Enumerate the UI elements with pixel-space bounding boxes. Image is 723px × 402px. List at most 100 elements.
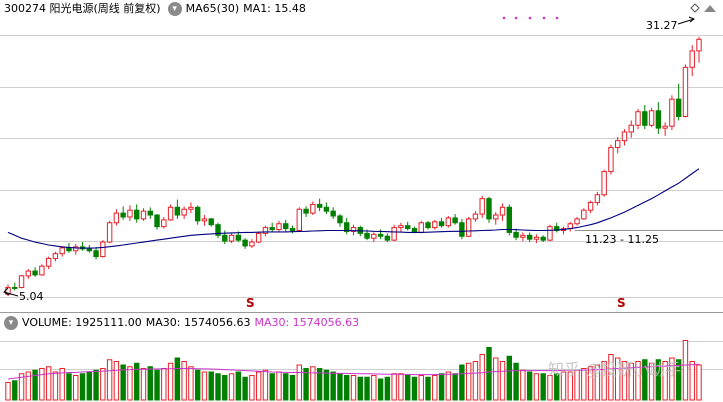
price-header: 300274 阳光电源(周线 前复权) ▾ MA65(30) MA1: 15.48 — [4, 1, 310, 17]
candle-body — [45, 257, 52, 267]
candle-body — [303, 208, 309, 214]
candle-body — [547, 226, 553, 241]
volume-bar — [303, 368, 309, 401]
candle-body — [486, 198, 492, 220]
volume-bar — [323, 369, 330, 401]
volume-ma-label: MA30: 1574056.63 — [145, 316, 251, 329]
volume-bar — [533, 373, 540, 401]
volume-bar — [696, 364, 702, 401]
volume-bar — [648, 362, 655, 401]
volume-bar — [608, 354, 614, 401]
candle-body — [323, 206, 330, 212]
candle-body — [222, 234, 228, 242]
volume-dropdown-icon[interactable]: ▾ — [4, 316, 18, 330]
volume-bar — [513, 362, 519, 401]
volume-bar — [364, 376, 370, 401]
volume-bar — [682, 340, 689, 401]
candle-body — [147, 210, 153, 216]
candle-body — [371, 233, 377, 239]
volume-bar — [39, 368, 45, 401]
candle-body — [283, 223, 289, 230]
title-dropdown-icon[interactable]: ▾ — [167, 2, 182, 16]
volume-bar — [147, 366, 153, 401]
volume-bar — [594, 364, 601, 401]
candle-body — [391, 227, 397, 241]
candle-body — [465, 218, 472, 237]
candle-body — [689, 50, 695, 68]
candle-body — [39, 265, 45, 276]
candle-body — [25, 270, 32, 277]
candle-body — [574, 218, 580, 225]
candle-body — [669, 98, 675, 127]
volume-bar — [12, 380, 18, 401]
candle-body — [445, 217, 452, 227]
volume-bar — [120, 364, 126, 401]
signal-mark[interactable]: S — [246, 296, 255, 310]
volume-bar — [526, 371, 533, 401]
volume-bar — [675, 359, 682, 401]
volume-bar — [398, 373, 404, 401]
volume-bar — [655, 359, 662, 401]
candle-body — [235, 234, 242, 241]
volume-bar — [113, 361, 120, 401]
candle-body — [642, 111, 648, 126]
high-arrow — [677, 16, 696, 25]
candle-body — [601, 171, 607, 196]
volume-bar — [540, 373, 546, 401]
candle-body — [276, 223, 282, 231]
volume-bar — [371, 375, 377, 401]
volume-label: VOLUME: 1925111.00 — [22, 316, 142, 329]
high-price-label: 31.27 — [646, 19, 678, 32]
candle-body — [635, 111, 641, 126]
candle-body — [215, 224, 221, 236]
volume-bar — [520, 369, 526, 401]
candle-body — [201, 218, 208, 222]
volume-bar — [52, 371, 59, 401]
signal-mark[interactable]: S — [617, 296, 626, 310]
candle-body — [615, 140, 621, 148]
candle-body — [628, 124, 634, 133]
volume-bar — [174, 357, 181, 401]
volume-bar — [337, 373, 343, 401]
volume-bar — [330, 371, 336, 401]
volume-bar — [215, 373, 221, 401]
volume-bar — [59, 368, 65, 401]
candle-body — [655, 110, 662, 129]
candle-body — [682, 66, 689, 118]
volume-bar — [269, 373, 275, 401]
volume-bar — [154, 369, 160, 401]
volume-bar — [445, 371, 452, 401]
volume-bar — [255, 371, 262, 401]
volume-bar — [404, 375, 411, 401]
volume-bar — [188, 366, 194, 401]
candle-body — [127, 209, 133, 218]
candle-body — [242, 239, 248, 247]
candle-body — [73, 246, 79, 252]
range-label: 11.23 - 11.25 — [585, 233, 659, 246]
diamond-icon[interactable] — [690, 3, 700, 13]
candle-body — [404, 225, 411, 230]
indicator-name[interactable]: MA65(30) — [185, 2, 240, 15]
candle-body — [154, 214, 160, 228]
volume-bar — [425, 376, 431, 401]
candle-body — [662, 125, 668, 129]
candle-body — [194, 206, 201, 222]
volume-bar — [411, 376, 418, 401]
volume-bar — [201, 371, 208, 401]
candle-body — [425, 222, 431, 229]
volume-bar — [235, 371, 242, 401]
volume-bar — [181, 361, 187, 401]
candle-body — [526, 234, 533, 240]
candle-body — [249, 241, 255, 247]
volume-bar — [167, 362, 174, 401]
volume-bar — [560, 371, 567, 401]
candle-body — [344, 222, 350, 232]
candle-body — [418, 222, 424, 233]
volume-bar — [615, 357, 621, 401]
volume-bar — [452, 373, 458, 401]
candle-body — [533, 236, 540, 240]
collapse-up-icon[interactable] — [704, 5, 716, 12]
volume-bar — [377, 378, 384, 401]
